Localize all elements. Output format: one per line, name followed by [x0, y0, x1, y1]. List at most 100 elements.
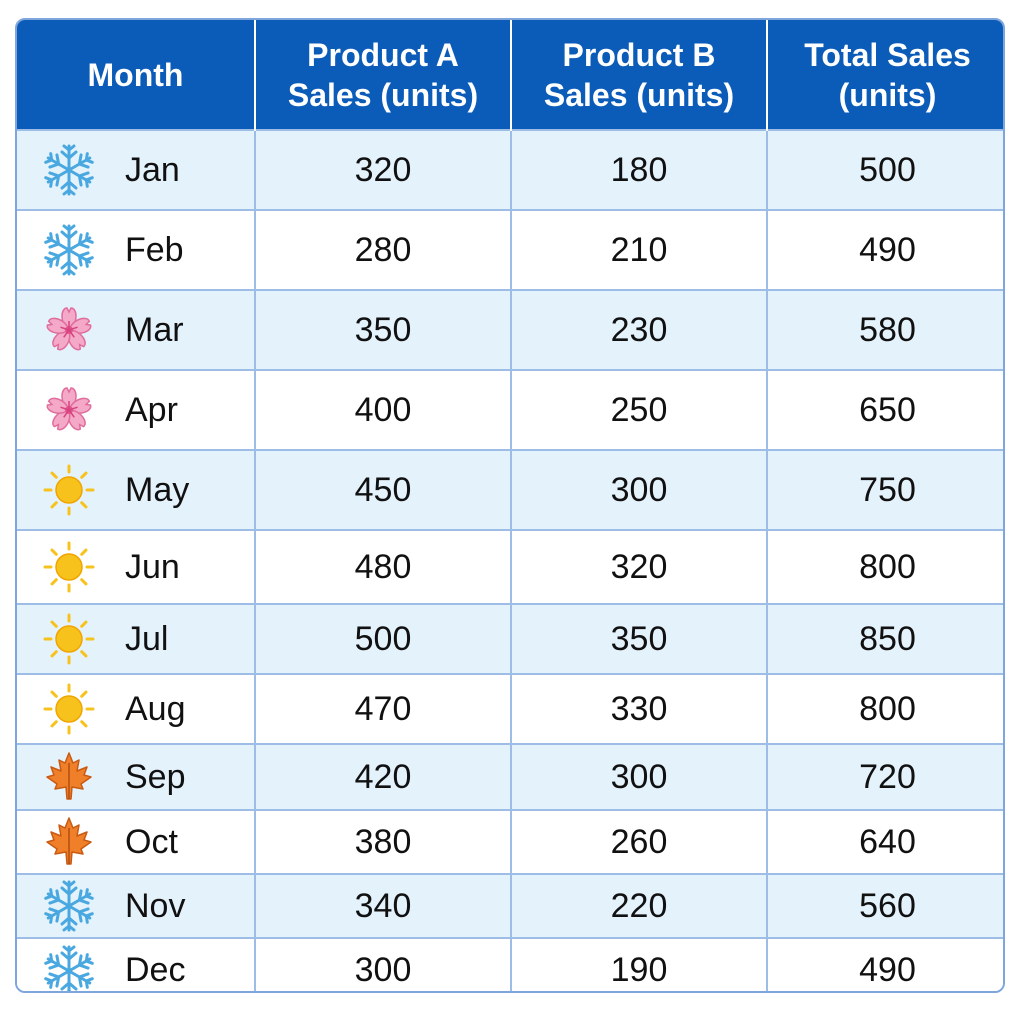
- monthly-sales-table: Month Product A Sales (units) Product B Sale…: [17, 20, 1003, 991]
- product-a-sales-cell: 500: [255, 603, 512, 674]
- table-row: Sep 420 300 720: [17, 743, 1003, 810]
- month-label: Apr: [125, 390, 178, 429]
- month-label: Oct: [125, 822, 178, 861]
- total-sales-cell: 640: [767, 809, 1003, 874]
- product-b-sales-cell: 350: [511, 603, 768, 674]
- month-cell: Jul: [17, 603, 256, 674]
- table-row: Aug 470 330 800: [17, 673, 1003, 744]
- product-b-sales-cell: 220: [511, 873, 768, 938]
- table-body: Jan 320 180 500 Feb 280 210 490 Mar 350 230 580 Apr 4…: [17, 129, 1003, 991]
- header-product-a-line: Sales (units): [287, 76, 479, 113]
- table-row: Feb 280 210 490: [17, 209, 1003, 290]
- total-sales-cell: 800: [767, 673, 1003, 744]
- total-sales-cell: 490: [767, 209, 1003, 290]
- month-cell: Oct: [17, 809, 256, 874]
- month-cell-content: Jun: [17, 531, 254, 603]
- snowflake-icon: [44, 224, 94, 276]
- month-cell-content: Feb: [17, 211, 254, 289]
- product-b-sales-cell: 300: [511, 743, 768, 810]
- table-row: Nov 340 220 560: [17, 873, 1003, 938]
- month-label: Nov: [125, 886, 186, 925]
- month-cell-content: Oct: [17, 811, 254, 873]
- month-cell: Jan: [17, 129, 256, 210]
- month-cell-content: Sep: [17, 745, 254, 809]
- month-cell: Mar: [17, 289, 256, 370]
- month-label: May: [125, 470, 190, 509]
- total-sales-cell: 720: [767, 743, 1003, 810]
- table-row: May 450 300 750: [17, 449, 1003, 530]
- product-a-sales-cell: 340: [255, 873, 512, 938]
- header-product-b-line: Product B: [562, 36, 716, 73]
- snowflake-icon: [44, 880, 94, 932]
- product-b-sales-cell: 250: [511, 369, 768, 450]
- product-b-sales-cell: 300: [511, 449, 768, 530]
- product-a-sales-cell: 300: [255, 937, 512, 991]
- month-cell-content: May: [17, 451, 254, 529]
- table-row: Jan 320 180 500: [17, 129, 1003, 210]
- product-a-sales-cell: 480: [255, 529, 512, 604]
- month-cell-content: Nov: [17, 875, 254, 937]
- table-row: Mar 350 230 580: [17, 289, 1003, 370]
- product-b-sales-cell: 230: [511, 289, 768, 370]
- snowflake-icon: [44, 945, 94, 991]
- month-cell: Nov: [17, 873, 256, 938]
- table-header: Month Product A Sales (units) Product B Sale…: [17, 20, 1003, 130]
- product-b-sales-cell: 330: [511, 673, 768, 744]
- month-cell: Feb: [17, 209, 256, 290]
- month-label: Jan: [125, 150, 180, 189]
- month-label: Feb: [125, 230, 184, 269]
- month-cell: Apr: [17, 369, 256, 450]
- header-product-a-line: Product A: [307, 36, 459, 73]
- month-label: Jul: [125, 619, 169, 658]
- sun-icon: [43, 683, 95, 735]
- month-label: Aug: [125, 689, 186, 728]
- month-cell-content: Apr: [17, 371, 254, 449]
- snowflake-icon: [44, 144, 94, 196]
- total-sales-cell: 750: [767, 449, 1003, 530]
- table-row: Jul 500 350 850: [17, 603, 1003, 674]
- sun-icon: [43, 464, 95, 516]
- sales-table-container: Month Product A Sales (units) Product B Sale…: [15, 18, 1005, 993]
- cherry-blossom-icon: [46, 307, 92, 351]
- month-cell-content: Mar: [17, 291, 254, 369]
- table-row: Oct 380 260 640: [17, 809, 1003, 874]
- month-cell-content: Jul: [17, 605, 254, 673]
- header-month-line: Month: [87, 56, 184, 93]
- month-cell: May: [17, 449, 256, 530]
- month-label: Mar: [125, 310, 184, 349]
- total-sales-cell: 490: [767, 937, 1003, 991]
- product-a-sales-cell: 450: [255, 449, 512, 530]
- month-cell-content: Aug: [17, 675, 254, 743]
- header-month: Month: [17, 20, 256, 130]
- month-cell-content: Jan: [17, 131, 254, 209]
- total-sales-cell: 800: [767, 529, 1003, 604]
- product-a-sales-cell: 350: [255, 289, 512, 370]
- total-sales-cell: 500: [767, 129, 1003, 210]
- product-a-sales-cell: 420: [255, 743, 512, 810]
- header-product-a: Product A Sales (units): [255, 20, 512, 130]
- month-cell-content: Dec: [17, 939, 254, 991]
- product-a-sales-cell: 400: [255, 369, 512, 450]
- header-total-sales-line: Total Sales: [804, 36, 971, 73]
- product-a-sales-cell: 380: [255, 809, 512, 874]
- header-row: Month Product A Sales (units) Product B Sale…: [17, 20, 1003, 130]
- product-a-sales-cell: 280: [255, 209, 512, 290]
- month-cell: Sep: [17, 743, 256, 810]
- product-b-sales-cell: 320: [511, 529, 768, 604]
- table-row: Jun 480 320 800: [17, 529, 1003, 604]
- month-cell: Dec: [17, 937, 256, 991]
- month-label: Sep: [125, 757, 186, 796]
- table-row: Dec 300 190 490: [17, 937, 1003, 991]
- maple-leaf-icon: [46, 817, 92, 865]
- total-sales-cell: 850: [767, 603, 1003, 674]
- product-a-sales-cell: 470: [255, 673, 512, 744]
- month-cell: Jun: [17, 529, 256, 604]
- month-label: Jun: [125, 547, 180, 586]
- sun-icon: [43, 541, 95, 593]
- maple-leaf-icon: [46, 752, 92, 800]
- product-b-sales-cell: 210: [511, 209, 768, 290]
- total-sales-cell: 650: [767, 369, 1003, 450]
- sun-icon: [43, 613, 95, 665]
- table-row: Apr 400 250 650: [17, 369, 1003, 450]
- cherry-blossom-icon: [46, 387, 92, 431]
